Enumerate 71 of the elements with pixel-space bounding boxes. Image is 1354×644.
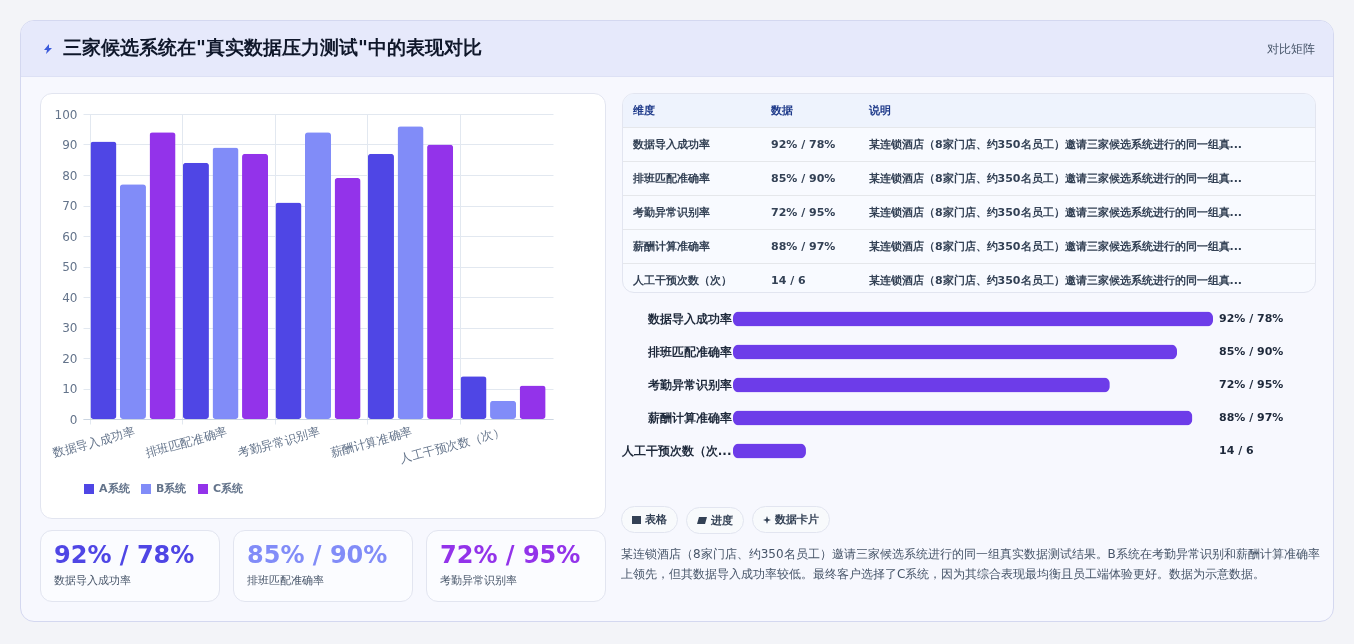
category-label: 数据 xyxy=(761,94,859,128)
chart-title: 三家候选系统在"真实数据压力测试"中的表现对比 xyxy=(63,35,482,60)
text: 某连锁酒店（8家门店、约350名员工）邀请三家候选系统进行的同一组真... xyxy=(858,127,1315,162)
text: 数据卡片 xyxy=(752,506,830,533)
bar xyxy=(305,132,331,419)
bar xyxy=(733,311,1213,327)
bar xyxy=(460,376,487,419)
text: 对比矩阵 xyxy=(1267,41,1315,58)
x-tick-label: 排班匹配准确率 xyxy=(143,424,229,460)
legend-label: C系统 xyxy=(213,482,245,495)
bar xyxy=(275,202,302,419)
text: 表格 xyxy=(621,506,678,533)
bar xyxy=(90,141,117,419)
text: 92% / 78% xyxy=(761,127,859,162)
bar xyxy=(733,410,1193,426)
text: 72% / 95% xyxy=(440,541,582,569)
text: 92% / 78% xyxy=(1219,312,1284,326)
text: 人工干预次数（次） xyxy=(632,273,733,289)
text: 72% / 95% xyxy=(1219,378,1284,391)
text: 92% / 78% xyxy=(54,541,196,569)
y-tick-label: 50 xyxy=(62,260,78,274)
y-tick-label: 考勤异常识别率 xyxy=(646,378,732,392)
bar xyxy=(397,126,424,419)
bar xyxy=(733,443,806,459)
text: 某连锁酒店（8家门店、约350名员工）邀请三家候选系统进行的同一组真... xyxy=(858,161,1315,196)
text: 某连锁酒店（8家门店、约350名员工）邀请三家候选系统进行的同一组真... xyxy=(858,229,1315,264)
text: 排班匹配准确率 xyxy=(247,573,325,588)
y-tick-label: 数据导入成功率 xyxy=(646,312,732,327)
bar xyxy=(182,162,209,419)
text: 85% / 90% xyxy=(761,161,859,196)
legend-label: B系统 xyxy=(156,482,188,495)
y-tick-label: 90 xyxy=(62,138,78,152)
y-tick-label: 40 xyxy=(62,290,78,305)
bar xyxy=(119,184,146,419)
category-label: 维度 xyxy=(623,94,762,128)
y-tick-label: 10 xyxy=(62,382,78,396)
text: 85% / 90% xyxy=(1219,345,1284,359)
text: 某连锁酒店（8家门店、约350名员工）邀请三家候选系统进行的同一组真实数据测试结果。B系统在考勤异常识别和薪酬计算准确率上领先，但其数据导入成功率较低。最终客户选择了C系统，因为其综合表现最均衡且员工端体验更好。数据为示意数据。 xyxy=(621,545,1321,583)
legend-label: A系统 xyxy=(99,482,131,495)
y-tick-label: 20 xyxy=(62,351,78,366)
y-tick-label: 80 xyxy=(62,168,78,183)
text: 88% / 97% xyxy=(761,229,859,264)
y-tick-label: 排班匹配准确率 xyxy=(646,345,732,360)
bar xyxy=(490,400,517,419)
bar xyxy=(733,344,1177,360)
bar xyxy=(212,147,239,419)
y-tick-label: 0 xyxy=(69,412,78,427)
text: 某连锁酒店（8家门店、约350名员工）邀请三家候选系统进行的同一组真... xyxy=(858,195,1315,230)
category-label: 说明 xyxy=(858,94,1315,128)
text: 88% / 97% xyxy=(1219,410,1284,424)
text: 某连锁酒店（8家门店、约350名员工）邀请三家候选系统进行的同一组真... xyxy=(867,273,1244,289)
y-tick-label: 薪酬计算准确率 xyxy=(646,410,732,425)
y-tick-label: 100 xyxy=(54,107,78,122)
bar xyxy=(149,132,176,419)
y-tick-label: 70 xyxy=(62,199,78,213)
text: 14 / 6 xyxy=(1219,443,1254,457)
x-tick-label: 考勤异常识别率 xyxy=(236,424,322,460)
bar xyxy=(242,153,269,419)
text: 考勤异常识别率 xyxy=(440,573,518,588)
text: 85% / 90% xyxy=(247,541,389,569)
bar xyxy=(427,144,454,419)
text: 14 / 6 xyxy=(770,273,807,289)
y-tick-label: 60 xyxy=(62,229,78,244)
text: 进度 xyxy=(686,506,744,534)
bar xyxy=(367,153,394,419)
text: 72% / 95% xyxy=(761,195,859,230)
bar xyxy=(519,385,546,419)
bar xyxy=(733,377,1110,393)
y-tick-label: 人工干预次数（次... xyxy=(620,443,732,458)
bar xyxy=(334,178,361,419)
y-tick-label: 30 xyxy=(62,321,78,335)
